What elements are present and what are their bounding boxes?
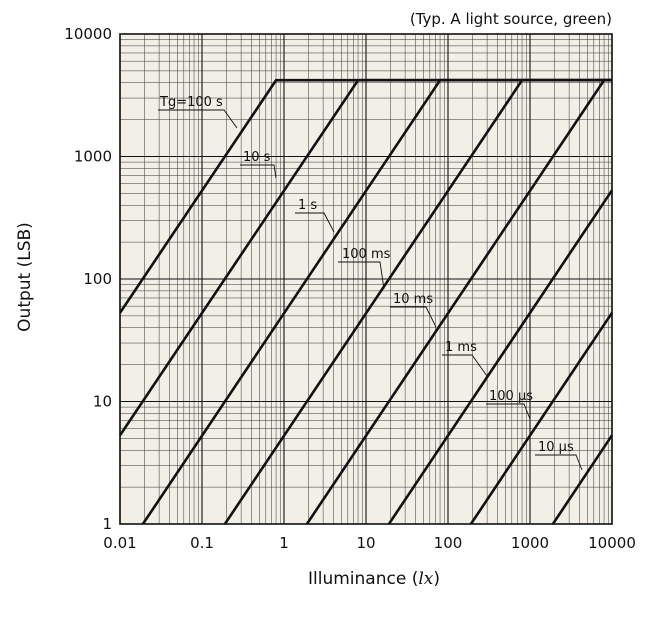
y-tick-label: 1	[102, 515, 112, 533]
chart-subtitle: (Typ. A light source, green)	[410, 10, 612, 28]
series-label-leader	[535, 454, 583, 471]
x-tick-label: 1000	[511, 534, 549, 552]
series-label-text: 10 ms	[393, 292, 433, 307]
y-axis-title: Output (LSB)	[15, 222, 35, 332]
series-label-text: 10 μs	[538, 440, 574, 455]
series-label-leader	[158, 109, 238, 129]
series-lines	[118, 78, 614, 525]
series-line	[223, 78, 612, 525]
series-label: Tg=100 s	[158, 95, 238, 129]
series-label-text: 100 μs	[489, 389, 533, 404]
x-tick-label: 1	[279, 534, 289, 552]
x-tick-label: 10	[356, 534, 375, 552]
y-tick-labels: 1 10 100 1000 10000	[64, 25, 112, 533]
series-label-text: 10 s	[243, 150, 271, 165]
x-tick-label: 0.01	[103, 534, 136, 552]
x-tick-label: 100	[434, 534, 463, 552]
series-label: 100 ms	[338, 247, 391, 290]
x-axis-title-text: Illuminance (	[308, 569, 418, 589]
series-label: 1 ms	[442, 340, 488, 377]
series-labels: Tg=100 s 10 s 1 s 100 ms 10 ms 1 ms 100 μs 10 μ…	[158, 95, 583, 471]
series-label-leader	[486, 403, 531, 420]
series-label-leader	[240, 164, 277, 179]
y-tick-label: 10000	[64, 25, 112, 43]
series-line	[387, 189, 614, 525]
series-label-leader	[442, 354, 488, 377]
y-tick-label: 10	[93, 393, 112, 411]
x-axis-title-close: )	[433, 569, 440, 589]
y-tick-label: 100	[83, 270, 112, 288]
series-label-leader	[390, 306, 437, 328]
series-line	[305, 78, 612, 525]
series-label-text: 1 ms	[445, 340, 477, 355]
series-label-leader	[338, 261, 385, 290]
y-tick-label: 1000	[74, 148, 112, 166]
x-tick-label: 10000	[588, 534, 636, 552]
series-label: 10 μs	[535, 440, 583, 471]
x-tick-labels: 0.01 0.1 1 10 100 1000 10000	[103, 534, 636, 552]
series-label: 10 s	[240, 150, 277, 179]
x-axis-unit: lx	[418, 569, 433, 589]
series-label-text: 1 s	[298, 198, 317, 213]
series-label: 1 s	[295, 198, 335, 233]
x-axis-title: Illuminance (lx)	[308, 569, 440, 589]
series-label-text: Tg=100 s	[159, 95, 223, 110]
plot-frame	[119, 33, 613, 525]
series-label-leader	[295, 212, 335, 233]
x-tick-label: 0.1	[190, 534, 214, 552]
series-line	[469, 312, 614, 525]
series-label-text: 100 ms	[342, 247, 391, 262]
series-label: 10 ms	[390, 292, 437, 328]
series-line	[551, 434, 614, 525]
series-label: 100 μs	[486, 389, 533, 420]
